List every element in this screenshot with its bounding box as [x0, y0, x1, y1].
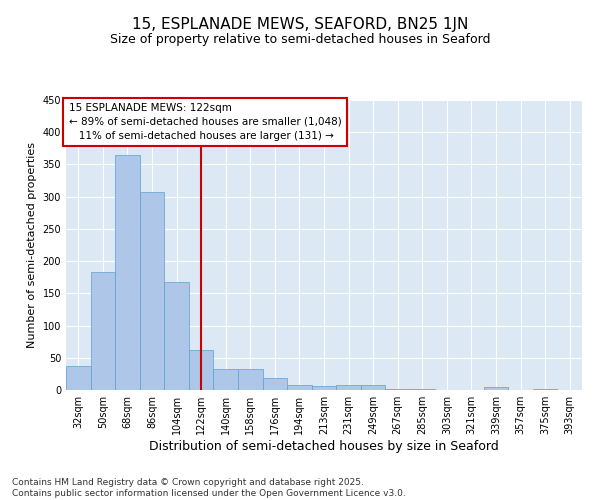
Bar — [287, 385, 312, 390]
Text: 15 ESPLANADE MEWS: 122sqm
← 89% of semi-detached houses are smaller (1,048)
   1: 15 ESPLANADE MEWS: 122sqm ← 89% of semi-… — [68, 103, 341, 141]
Text: Size of property relative to semi-detached houses in Seaford: Size of property relative to semi-detach… — [110, 32, 490, 46]
Bar — [115, 155, 140, 390]
Bar — [533, 388, 557, 390]
Bar — [140, 192, 164, 390]
Bar — [263, 378, 287, 390]
X-axis label: Distribution of semi-detached houses by size in Seaford: Distribution of semi-detached houses by … — [149, 440, 499, 453]
Y-axis label: Number of semi-detached properties: Number of semi-detached properties — [27, 142, 37, 348]
Bar — [361, 386, 385, 390]
Bar — [214, 368, 238, 390]
Bar — [484, 388, 508, 390]
Text: Contains HM Land Registry data © Crown copyright and database right 2025.
Contai: Contains HM Land Registry data © Crown c… — [12, 478, 406, 498]
Bar — [238, 368, 263, 390]
Bar — [312, 386, 336, 390]
Bar — [336, 386, 361, 390]
Bar — [164, 282, 189, 390]
Bar — [66, 366, 91, 390]
Text: 15, ESPLANADE MEWS, SEAFORD, BN25 1JN: 15, ESPLANADE MEWS, SEAFORD, BN25 1JN — [132, 18, 468, 32]
Bar — [91, 272, 115, 390]
Bar — [189, 350, 214, 390]
